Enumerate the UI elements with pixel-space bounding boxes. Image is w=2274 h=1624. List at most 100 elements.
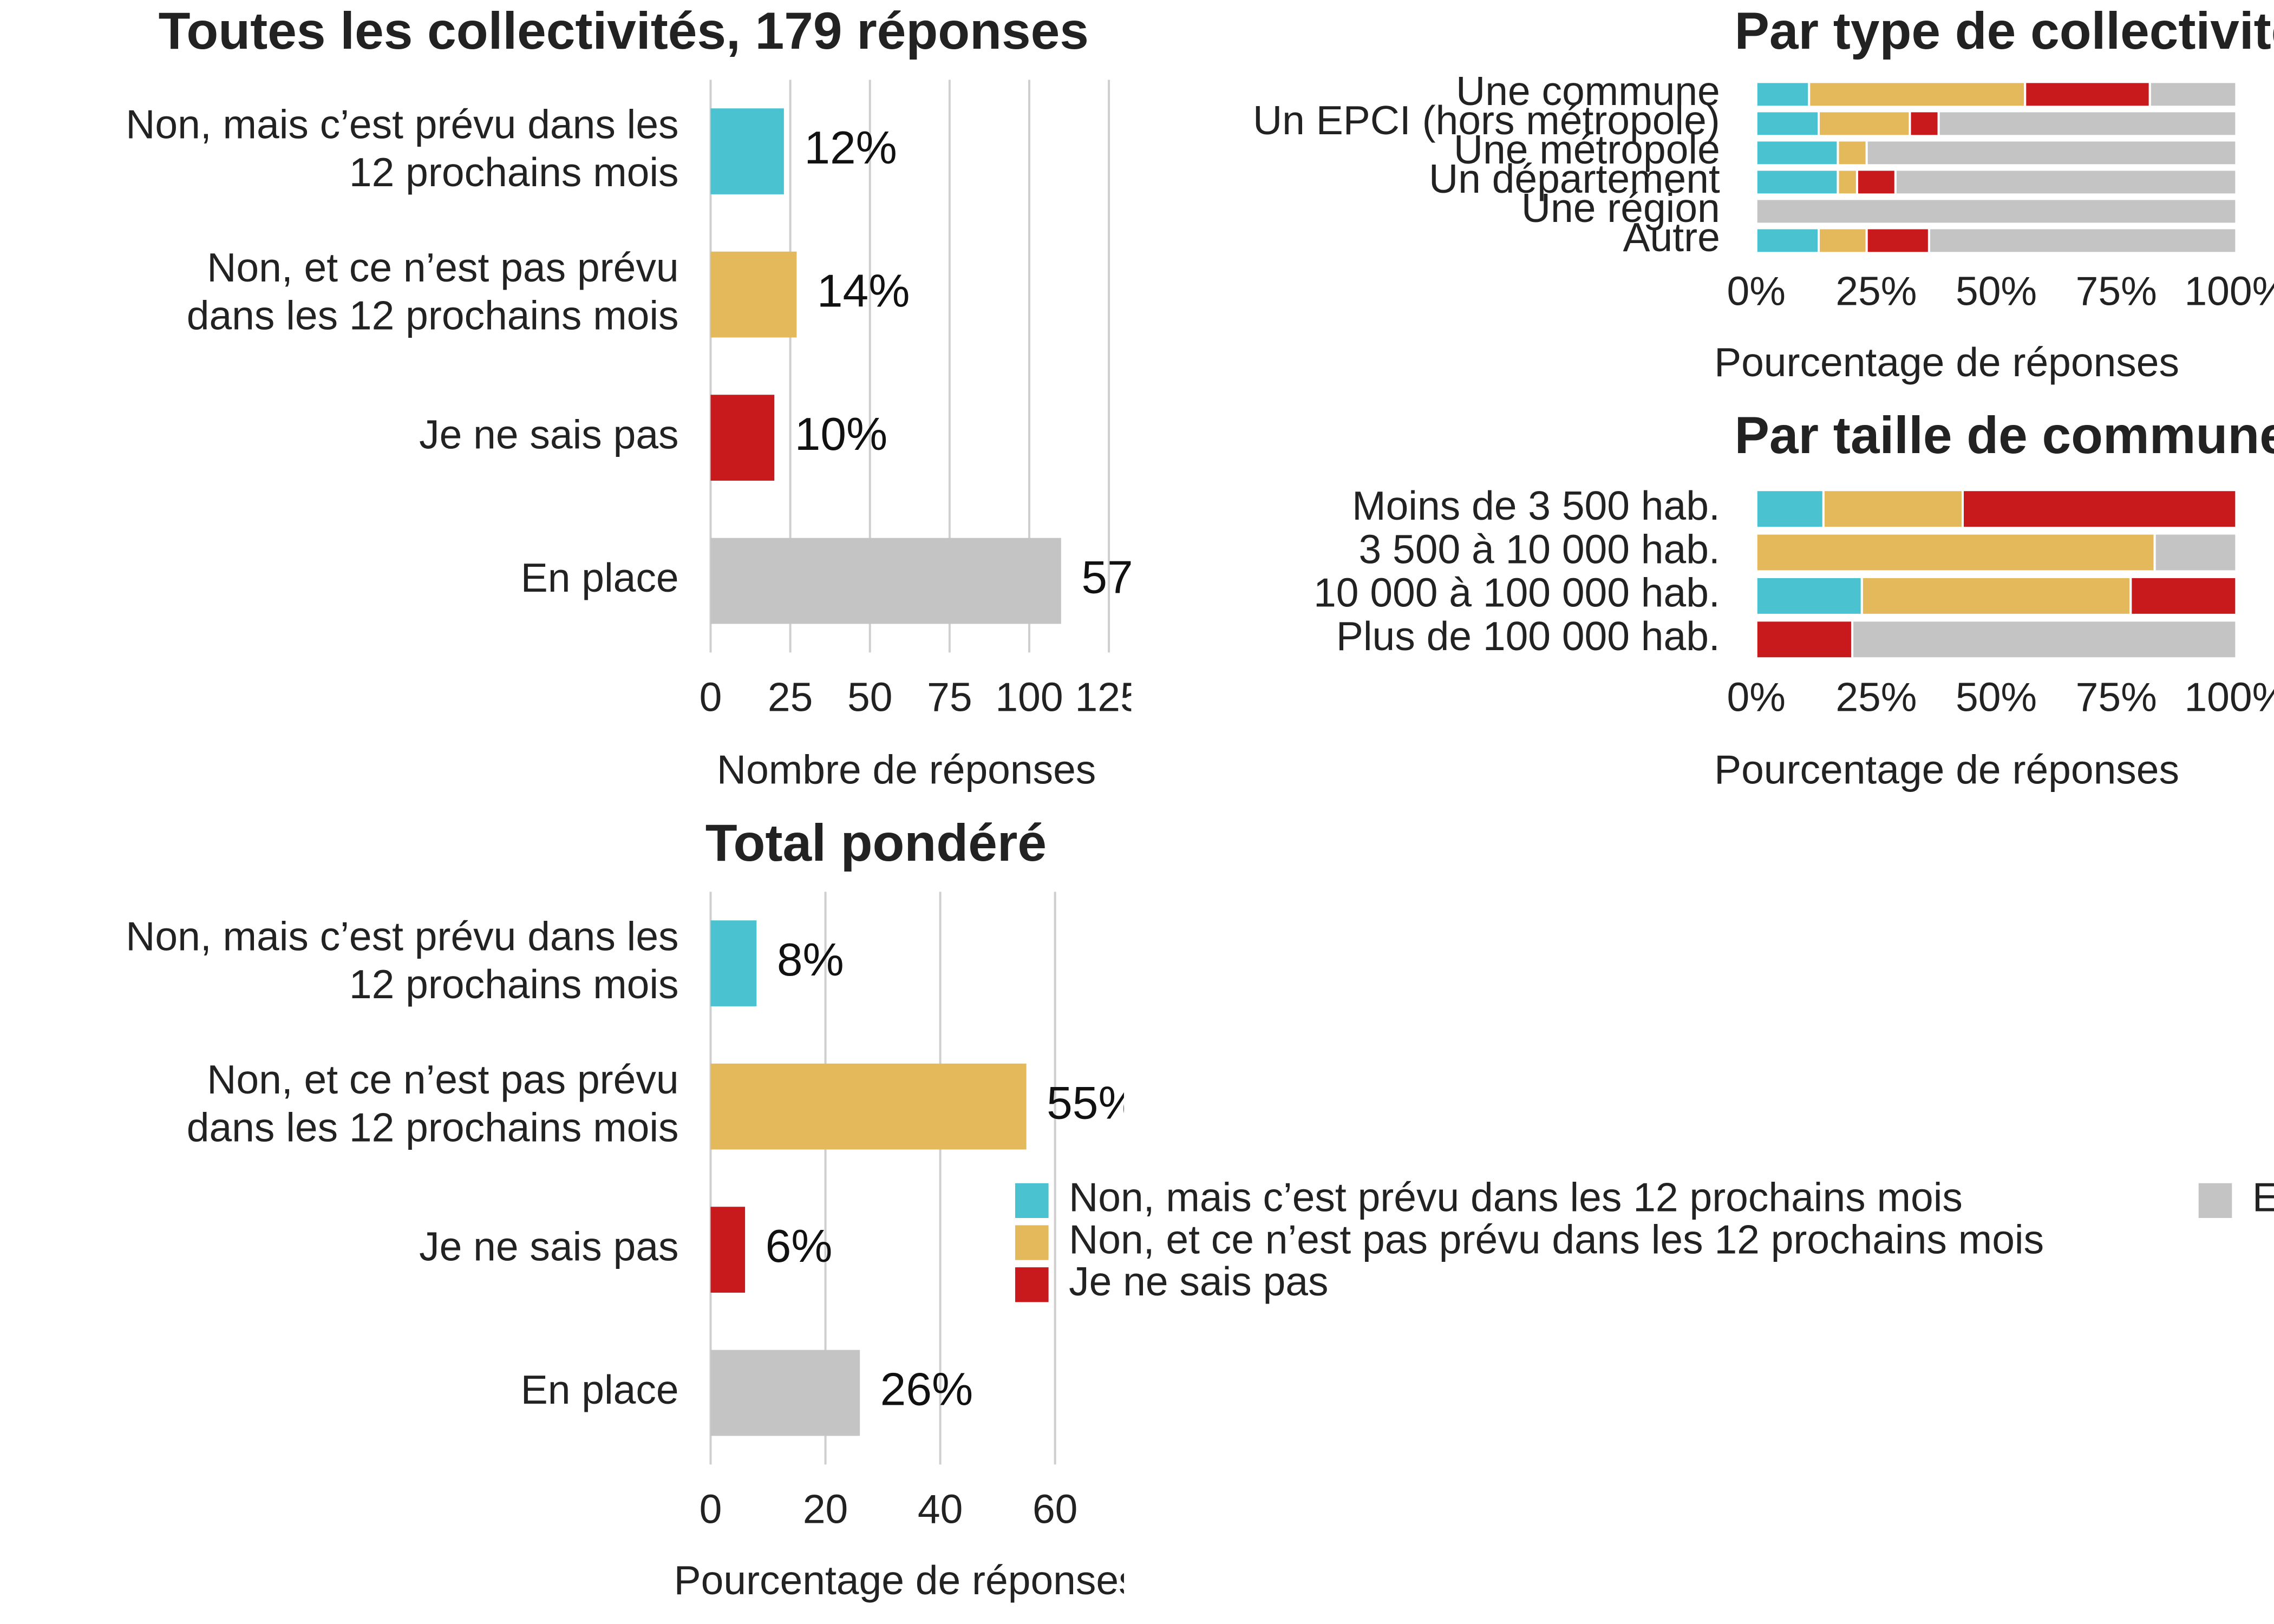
bar-segment bbox=[1860, 575, 2132, 616]
bar bbox=[710, 1063, 1027, 1150]
x-tick-label: 40 bbox=[918, 1487, 963, 1532]
bar-segment bbox=[1755, 110, 1820, 137]
category-label: Une commune bbox=[1456, 68, 1720, 114]
x-tick-label: 25% bbox=[1835, 269, 1917, 314]
category-label: Un EPCI (hors métropole) bbox=[1253, 97, 1720, 143]
category-label: Moins de 3 500 hab. bbox=[1352, 483, 1720, 528]
x-axis-title: Nombre de réponses bbox=[717, 746, 1096, 792]
bar-segment bbox=[1755, 532, 2156, 573]
category-label: Non, et ce n’est pas prévu dans les 12 pr… bbox=[187, 245, 679, 338]
bar-segment bbox=[1865, 139, 2238, 167]
x-tick-label: 100 bbox=[995, 675, 1063, 720]
panel: Total pondéré 0 20 40 60 Pourcentage de répon… bbox=[126, 814, 1140, 1603]
x-tick-label: 100% bbox=[2184, 675, 2274, 720]
bar-segment bbox=[1818, 227, 1868, 254]
x-tick-label: 100% bbox=[2184, 269, 2274, 314]
x-tick-label: 50 bbox=[847, 675, 892, 720]
bar-segment bbox=[1927, 227, 2238, 254]
legend-swatch bbox=[2198, 1183, 2232, 1218]
legend-label: En place bbox=[2252, 1175, 2274, 1220]
x-tick-label: 25 bbox=[768, 675, 813, 720]
value-label: 10% bbox=[795, 408, 888, 460]
x-tick-label: 50% bbox=[1956, 675, 2037, 720]
value-label: 55% bbox=[1047, 1077, 1140, 1129]
x-axis-title: Pourcentage de réponses bbox=[1714, 339, 2179, 385]
x-axis-title: Pourcentage de réponses bbox=[1714, 746, 2179, 792]
bar-segment bbox=[1755, 139, 1839, 167]
category-label: Plus de 100 000 hab. bbox=[1336, 613, 1720, 659]
legend-swatch bbox=[1015, 1267, 1049, 1302]
bar-segment bbox=[1851, 619, 2238, 660]
bar-segment bbox=[2153, 532, 2238, 573]
panel-title: Toutes les collectivités, 179 réponses bbox=[159, 2, 1089, 60]
category-label: En place bbox=[521, 1367, 679, 1412]
bar-segment bbox=[1909, 110, 1940, 137]
category-label: Je ne sais pas bbox=[419, 411, 678, 457]
bar-segment bbox=[1937, 110, 2238, 137]
category-label: Je ne sais pas bbox=[419, 1223, 678, 1269]
bar bbox=[710, 538, 1061, 624]
legend-label: Non, mais c’est prévu dans les 12 procha… bbox=[1069, 1175, 1963, 1220]
category-label: 3 500 à 10 000 hab. bbox=[1359, 526, 1720, 572]
panel: Par type de collectivité 0% 25% 50% 75% 100%P… bbox=[1253, 2, 2274, 385]
bar-segment bbox=[1808, 81, 2027, 108]
bar-segment bbox=[1755, 198, 2238, 225]
bar bbox=[710, 920, 757, 1006]
bar-segment bbox=[1961, 489, 2238, 529]
bar bbox=[710, 108, 784, 194]
bar-segment bbox=[1755, 168, 1839, 196]
bar bbox=[710, 251, 797, 338]
panel: Par taille de communes 0% 25% 50% 75% 100%Pou… bbox=[1314, 407, 2274, 792]
bar-segment bbox=[1822, 489, 1964, 529]
panel-title: Total pondéré bbox=[705, 814, 1047, 872]
legend-swatch bbox=[1015, 1183, 1049, 1218]
bar bbox=[710, 395, 775, 481]
x-tick-label: 60 bbox=[1033, 1487, 1077, 1532]
category-label: 10 000 à 100 000 hab. bbox=[1314, 570, 1720, 615]
legend-label: Non, et ce n’est pas prévu dans les 12 p… bbox=[1069, 1216, 2044, 1262]
value-label: 14% bbox=[817, 265, 910, 317]
value-label: 12% bbox=[804, 122, 897, 174]
category-label: Un département bbox=[1429, 156, 1720, 201]
panel-title: Par type de collectivité bbox=[1735, 2, 2274, 60]
bar-segment bbox=[1755, 489, 1825, 529]
x-tick-label: 75% bbox=[2076, 675, 2157, 720]
bar-segment bbox=[2129, 575, 2238, 616]
bar-segment bbox=[1837, 168, 1858, 196]
bar-segment bbox=[1855, 168, 1897, 196]
bar-segment bbox=[1818, 110, 1911, 137]
panel: Toutes les collectivités, 179 réponses 0 2… bbox=[126, 2, 1174, 793]
bar-segment bbox=[1755, 619, 1854, 660]
x-tick-label: 0 bbox=[700, 1487, 722, 1532]
bar-segment bbox=[1755, 227, 1820, 254]
value-label: 6% bbox=[766, 1220, 833, 1272]
value-label: 57% bbox=[1081, 552, 1174, 604]
category-label: Non, mais c’est prévu dans les 12 prochai… bbox=[126, 913, 678, 1006]
x-tick-label: 0 bbox=[700, 675, 722, 720]
bar-segment bbox=[1894, 168, 2238, 196]
category-label: Autre bbox=[1623, 214, 1720, 260]
category-label: Une métropole bbox=[1454, 127, 1720, 172]
x-tick-label: 25% bbox=[1835, 675, 1917, 720]
bar-segment bbox=[1837, 139, 1868, 167]
x-tick-label: 75% bbox=[2076, 269, 2157, 314]
category-label: Non, mais c’est prévu dans les 12 prochai… bbox=[126, 101, 678, 194]
category-label: En place bbox=[521, 555, 679, 600]
bar-segment bbox=[1755, 575, 1863, 616]
bar bbox=[710, 1207, 746, 1293]
x-tick-label: 20 bbox=[803, 1487, 848, 1532]
bar bbox=[710, 1350, 860, 1436]
x-tick-label: 75 bbox=[927, 675, 972, 720]
x-tick-label: 125 bbox=[1075, 675, 1143, 720]
category-label: Non, et ce n’est pas prévu dans les 12 pr… bbox=[187, 1057, 679, 1150]
x-tick-label: 0% bbox=[1727, 675, 1786, 720]
bar-segment bbox=[2148, 81, 2238, 108]
bar-segment bbox=[1755, 81, 1811, 108]
panel-title: Par taille de communes bbox=[1735, 407, 2274, 464]
legend-label: Je ne sais pas bbox=[1069, 1259, 1328, 1304]
value-label: 26% bbox=[880, 1364, 973, 1416]
bar-segment bbox=[2024, 81, 2151, 108]
bar-segment bbox=[1865, 227, 1930, 254]
